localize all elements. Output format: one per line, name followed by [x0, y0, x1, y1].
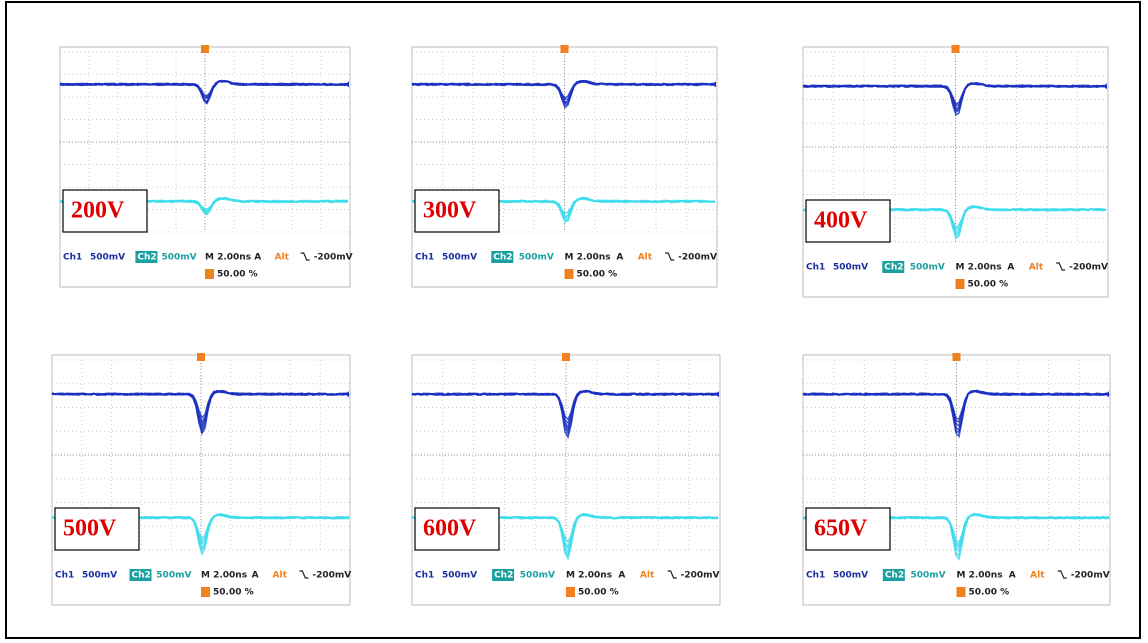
trigger-source: Alt: [638, 253, 653, 263]
position-icon: [201, 587, 210, 597]
position: 50.00 %: [578, 588, 619, 598]
timebase: M 2.00ns: [957, 571, 1003, 581]
ch1-scale: 500mV: [82, 571, 117, 581]
trigger-level: -200mV: [681, 571, 720, 581]
trigger-marker: [953, 353, 961, 361]
ch2-name: Ch2: [131, 571, 150, 581]
trigger-mode: A: [1007, 263, 1014, 273]
ch1-scale: 500mV: [90, 253, 125, 263]
timebase: M 2.00ns: [201, 571, 247, 581]
trigger-mode: A: [254, 253, 261, 263]
figure: Ch1500mVCh2500mVM 2.00nsAAlt-200mV50.00 …: [0, 0, 1148, 643]
position: 50.00 %: [217, 270, 258, 280]
ch2-scale: 500mV: [156, 571, 191, 581]
trigger-source: Alt: [275, 253, 290, 263]
trigger-marker: [952, 45, 960, 53]
timebase: M 2.00ns: [566, 571, 612, 581]
ch2-scale: 500mV: [162, 253, 197, 263]
trigger-source: Alt: [273, 571, 288, 581]
voltage-label: 500V: [63, 516, 117, 542]
trigger-mode: A: [1009, 571, 1016, 581]
scope-panel: Ch1 500mV Ch2 500mV M 2.00ns A Alt -200mV 50.00 …: [412, 45, 717, 287]
position-icon: [957, 587, 966, 597]
position: 50.00 %: [577, 270, 618, 280]
voltage-label: 650V: [814, 516, 868, 542]
trigger-level: -200mV: [1069, 263, 1108, 273]
position-icon: [956, 279, 965, 289]
ch1-name: Ch1: [806, 571, 825, 581]
trigger-source: Alt: [1029, 263, 1044, 273]
ch1-scale: 500mV: [833, 263, 868, 273]
trigger-marker: [197, 353, 205, 361]
position: 50.00 %: [969, 588, 1010, 598]
position-icon: [566, 587, 575, 597]
ch2-name: Ch2: [885, 571, 904, 581]
voltage-label: 200V: [71, 198, 125, 224]
trigger-marker: [561, 45, 569, 53]
trigger-marker: [201, 45, 209, 53]
ch1-name: Ch1: [415, 571, 434, 581]
ch1-scale: 500mV: [833, 571, 868, 581]
voltage-label: 400V: [814, 208, 868, 234]
ch1-name: Ch1: [415, 253, 434, 263]
trigger-source: Alt: [1030, 571, 1045, 581]
ch2-scale: 500mV: [910, 571, 945, 581]
timebase: M 2.00ns: [565, 253, 611, 263]
ch1-name: Ch1: [63, 253, 82, 263]
trigger-level: -200mV: [678, 253, 717, 263]
trigger-mode: A: [618, 571, 625, 581]
ch2-name: Ch2: [494, 571, 513, 581]
trigger-source: Alt: [640, 571, 655, 581]
position-icon: [205, 269, 214, 279]
trigger-mode: A: [616, 253, 623, 263]
trigger-level: -200mV: [312, 571, 351, 581]
scope-panel: Ch1 500mV Ch2 500mV M 2.00ns A Alt -200mV 50.00 …: [412, 353, 720, 605]
position: 50.00 %: [213, 588, 254, 598]
timebase: M 2.00ns: [205, 253, 251, 263]
ch1-name: Ch1: [806, 263, 825, 273]
timebase: M 2.00ns: [956, 263, 1002, 273]
trigger-marker: [562, 353, 570, 361]
trigger-level: -200mV: [314, 253, 353, 263]
trigger-mode: A: [252, 571, 259, 581]
page: Ch1500mVCh2500mVM 2.00nsAAlt-200mV50.00 …: [0, 0, 1148, 643]
scope-panel: Ch1 500mV Ch2 500mV M 2.00ns A Alt -200mV 50.00 …: [803, 353, 1110, 605]
position-icon: [565, 269, 574, 279]
trigger-level: -200mV: [1071, 571, 1110, 581]
ch2-name: Ch2: [137, 253, 156, 263]
scope-panel: Ch1 500mV Ch2 500mV M 2.00ns A Alt -200mV 50.00 …: [803, 45, 1108, 297]
position: 50.00 %: [968, 280, 1009, 290]
ch2-scale: 500mV: [519, 253, 554, 263]
ch2-scale: 500mV: [910, 263, 945, 273]
voltage-label: 300V: [423, 198, 477, 224]
ch1-name: Ch1: [55, 571, 74, 581]
ch2-scale: 500mV: [520, 571, 555, 581]
ch2-name: Ch2: [884, 263, 903, 273]
voltage-label: 600V: [423, 516, 477, 542]
ch2-name: Ch2: [493, 253, 512, 263]
ch1-scale: 500mV: [442, 253, 477, 263]
ch1-scale: 500mV: [442, 571, 477, 581]
scope-panel: Ch1 500mV Ch2 500mV M 2.00ns A Alt -200mV 50.00 …: [52, 353, 351, 605]
